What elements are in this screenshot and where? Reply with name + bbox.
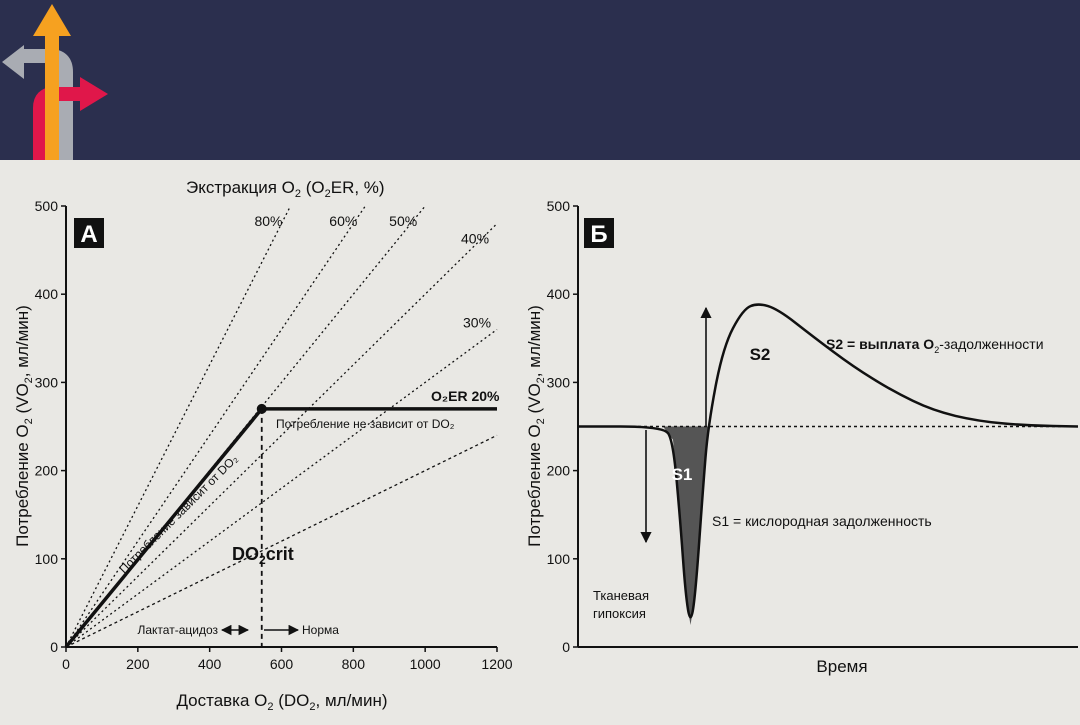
extraction-line-1 bbox=[65, 205, 366, 648]
extraction-label-3: 40% bbox=[461, 231, 489, 247]
extraction-label-0: 80% bbox=[254, 213, 282, 229]
chart-a: 0 200 400 600 800 1000 1200 0 100 200 300 400 500 А… bbox=[13, 178, 513, 713]
x-tick-label: 0 bbox=[62, 656, 70, 672]
critical-point bbox=[256, 403, 267, 414]
arrows-logo-icon bbox=[2, 4, 108, 160]
x-tick-label: 1200 bbox=[481, 656, 512, 672]
extraction-labels: 80% 60% 50% 40% 30% O₂ER 20% bbox=[254, 213, 500, 404]
x-tick-label: 600 bbox=[270, 656, 294, 672]
panel-b-label: Б bbox=[590, 221, 607, 248]
s2-tag: S2 bbox=[750, 345, 771, 364]
extraction-label-5: O₂ER 20% bbox=[431, 388, 500, 404]
extraction-label-4: 30% bbox=[463, 314, 491, 330]
charts-area: 0 200 400 600 800 1000 1200 0 100 200 300 400 500 А… bbox=[0, 160, 1080, 720]
s1-tag: S1 bbox=[672, 465, 693, 484]
do2crit-label: DO2crit bbox=[232, 544, 294, 567]
slide-header bbox=[0, 0, 1080, 160]
panel-a-badge bbox=[74, 218, 104, 248]
extraction-label-1: 60% bbox=[329, 213, 357, 229]
chart-b-ylabel: Потребление O2 (VO2, мл/мин) bbox=[525, 305, 547, 547]
extraction-label-2: 50% bbox=[389, 213, 417, 229]
vo2-curve bbox=[578, 303, 1079, 619]
y-tick-label: 0 bbox=[562, 639, 570, 655]
panel-a-label: А bbox=[80, 221, 97, 248]
chart-b-xlabel: Время bbox=[816, 657, 867, 676]
dependent-label: Потребление зависит от DO₂ bbox=[116, 452, 241, 577]
y-tick-label: 100 bbox=[35, 551, 59, 567]
y-tick-label: 500 bbox=[35, 198, 59, 214]
x-tick-label: 200 bbox=[126, 656, 150, 672]
y-tick-label: 100 bbox=[547, 551, 571, 567]
y-tick-label: 400 bbox=[35, 286, 59, 302]
consumption-curve bbox=[64, 407, 497, 649]
chart-a-ylabel: Потребление O2 (VO2, мл/мин) bbox=[13, 305, 35, 547]
s1-legend: S1 = кислородная задолженность bbox=[712, 513, 932, 529]
s2-legend: S2 = выплата O2-задолженности bbox=[826, 336, 1044, 355]
y-tick-label: 300 bbox=[547, 374, 571, 390]
y-tick-label: 200 bbox=[35, 463, 59, 479]
y-tick-label: 400 bbox=[547, 286, 571, 302]
x-tick-label: 400 bbox=[198, 656, 222, 672]
chart-b-y-ticks: 0 100 200 300 400 500 bbox=[547, 198, 578, 655]
extraction-line-5 bbox=[65, 434, 498, 648]
chart-b-axes bbox=[577, 206, 1078, 648]
extraction-lines bbox=[65, 205, 498, 648]
hypoxia-label-1: Тканевая bbox=[593, 588, 649, 603]
chart-a-x-ticks: 0 200 400 600 800 1000 1200 bbox=[62, 647, 513, 672]
hypoxia-label-2: гипоксия bbox=[593, 606, 646, 621]
chart-a-xlabel: Доставка O2 (DO2, мл/мин) bbox=[176, 691, 387, 713]
extraction-line-3 bbox=[65, 223, 498, 648]
independent-label: Потребление не зависит от DO₂ bbox=[276, 417, 455, 431]
chart-b: 0 100 200 300 400 500 Б S1 S2 S2 = выплата O2… bbox=[525, 198, 1079, 676]
lactate-acidosis-label: Лактат-ацидоз bbox=[138, 623, 219, 637]
panel-b-badge bbox=[584, 218, 614, 248]
y-tick-label: 500 bbox=[547, 198, 571, 214]
y-tick-label: 300 bbox=[35, 374, 59, 390]
chart-a-y-ticks: 0 100 200 300 400 500 bbox=[35, 198, 66, 655]
y-tick-label: 0 bbox=[50, 639, 58, 655]
extraction-line-4 bbox=[65, 328, 498, 648]
extraction-title: Экстракция O2 (O2ER, %) bbox=[186, 178, 385, 200]
norm-label: Норма bbox=[302, 623, 339, 637]
x-tick-label: 1000 bbox=[410, 656, 441, 672]
extraction-line-0 bbox=[65, 205, 292, 648]
x-tick-label: 800 bbox=[342, 656, 366, 672]
y-tick-label: 200 bbox=[547, 463, 571, 479]
